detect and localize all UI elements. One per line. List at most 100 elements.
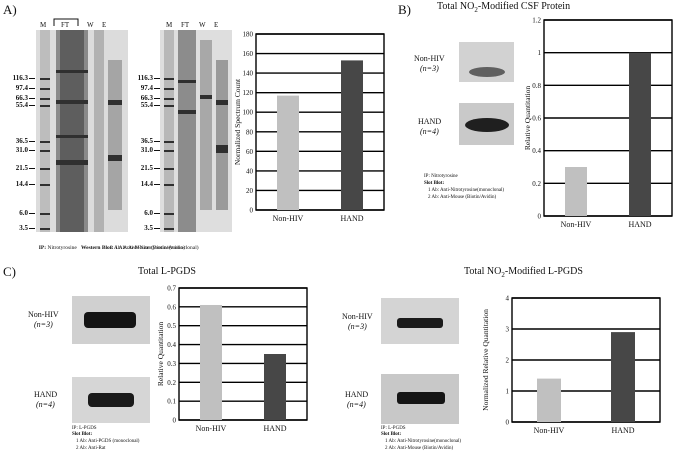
x-tick-label: HAND bbox=[628, 220, 651, 229]
panel-c-left-title: Total L-PGDS bbox=[138, 266, 196, 277]
blot-c-left-nonhiv-band bbox=[84, 312, 136, 328]
y-tick-label: 100 bbox=[243, 109, 254, 117]
c-right-label-hand: HAND bbox=[345, 390, 369, 399]
panel-c-right-title-sub: 2 bbox=[501, 271, 505, 279]
y-tick-label: 0.7 bbox=[167, 285, 176, 293]
gel2-marker-label: 97.4 bbox=[140, 84, 153, 92]
gel2-marker-tick bbox=[154, 105, 160, 106]
gel1-lane-ft: FT bbox=[61, 21, 70, 29]
gel1-marker-tick bbox=[29, 105, 35, 106]
bar-non-hiv bbox=[277, 95, 299, 210]
plot-frame bbox=[178, 287, 308, 421]
gel2-marker-tick bbox=[154, 184, 160, 185]
y-tick-label: 0.6 bbox=[167, 303, 176, 311]
gel1-marker-tick bbox=[29, 78, 35, 79]
gel2-marker-label: 31.0 bbox=[140, 146, 153, 154]
gel1-marker-label: 31.0 bbox=[15, 146, 28, 154]
bar-hand bbox=[629, 52, 651, 216]
c-left-ab1: 1 Ab: Anti-PGDS (monoclonal) bbox=[76, 439, 140, 444]
gel2-lane-w: W bbox=[199, 21, 206, 29]
panel-b-title-pre: Total NO bbox=[437, 1, 475, 12]
gel1-marker-tick bbox=[29, 88, 35, 89]
panel-b-letter: B) bbox=[398, 2, 411, 17]
gel2-marker-label: 36.5 bbox=[140, 137, 153, 145]
gel1-lane-e: E bbox=[102, 21, 107, 29]
x-tick-label: Non-HIV bbox=[561, 220, 592, 229]
c-left-label-nonhiv: Non-HIV bbox=[28, 310, 59, 319]
gel2-marker-label: 116.3 bbox=[137, 74, 153, 82]
gel1-marker-tick bbox=[29, 213, 35, 214]
panel-c-right-title-pre: Total NO bbox=[464, 266, 502, 277]
c-right-label-nonhiv: Non-HIV bbox=[342, 312, 373, 321]
y-tick-label: 0 bbox=[173, 417, 177, 425]
plot-frame bbox=[255, 33, 385, 211]
c-right-n-nonhiv: (n=3) bbox=[348, 322, 367, 331]
y-tick-label: 20 bbox=[246, 187, 254, 195]
gel2-marker-tick bbox=[154, 168, 160, 169]
blot-c-left-nonhiv bbox=[72, 296, 150, 344]
y-tick-label: 80 bbox=[246, 128, 254, 136]
y-axis-label: Relative Quantitation bbox=[156, 322, 165, 387]
ip-label: IP: bbox=[38, 245, 47, 251]
chart-spectrum-count: 0 20 40 60 80 100 120 140 160 180 Normalized Spect… bbox=[233, 31, 385, 223]
gel1-lane-m: M bbox=[40, 21, 47, 29]
gel2-marker-label: 3.5 bbox=[144, 224, 153, 232]
y-tick-label: 0.1 bbox=[167, 398, 176, 406]
gel2-marker-label: 6.0 bbox=[144, 209, 153, 217]
gel-2-bands bbox=[160, 30, 232, 232]
b-n-nonhiv: (n=3) bbox=[420, 64, 439, 73]
blot-b-nonhiv-band bbox=[469, 67, 505, 77]
gel1-marker-label: 66.3 bbox=[15, 94, 28, 102]
chart-no2-lpgds: 0 1 2 3 4 Normalized Relative Quantitation Non… bbox=[481, 295, 661, 435]
blot-b-hand bbox=[459, 103, 514, 145]
y-tick-label: 4 bbox=[506, 295, 510, 303]
x-tick-label: HAND bbox=[340, 214, 363, 223]
plot-frame bbox=[543, 19, 673, 217]
y-tick-label: 0.5 bbox=[167, 322, 176, 330]
c-right-ab1: 1 Ab: Anti-Nitrotyrosine(monoclonal) bbox=[385, 439, 462, 444]
c-left-ab2: 2 Ab: Anti-Rat bbox=[76, 446, 106, 451]
b-label-nonhiv: Non-HIV bbox=[414, 54, 445, 63]
gel1-marker-label: 36.5 bbox=[15, 137, 28, 145]
y-tick-label: 1 bbox=[538, 49, 542, 57]
y-tick-label: 120 bbox=[243, 89, 254, 97]
c-right-ab2: 2 Ab: Anti-Mouse (Biotin/Avidin) bbox=[385, 446, 454, 451]
blot-b-hand-band bbox=[465, 118, 509, 132]
y-tick-label: 180 bbox=[243, 31, 254, 39]
gel1-marker-tick bbox=[29, 228, 35, 229]
gel2-marker-label: 55.4 bbox=[140, 101, 153, 109]
wb-label: Western Blot: bbox=[80, 245, 114, 251]
y-tick-label: 0 bbox=[250, 207, 254, 215]
panel-a-caption-line2: 2 Ab: Anti-Mouse (Biotin/Avidin) bbox=[110, 245, 185, 251]
blot-c-right-nonhiv-band bbox=[397, 318, 443, 328]
gel2-marker-tick bbox=[154, 213, 160, 214]
c-left-n-hand: (n=4) bbox=[36, 400, 55, 409]
x-tick-label: Non-HIV bbox=[273, 214, 304, 223]
y-axis-label: Normalized Spectrum Count bbox=[233, 78, 242, 165]
y-tick-label: 60 bbox=[246, 148, 254, 156]
gel2-lane-ft: FT bbox=[181, 21, 190, 29]
y-tick-label: 0.3 bbox=[167, 360, 176, 368]
gel2-marker-label: 14.4 bbox=[140, 180, 153, 188]
b-label-hand: HAND bbox=[418, 117, 442, 126]
y-tick-label: 0.4 bbox=[167, 341, 176, 349]
gel1-marker-tick bbox=[29, 98, 35, 99]
y-axis-label: Relative Quantitation bbox=[523, 86, 532, 151]
y-tick-label: 0 bbox=[538, 213, 542, 221]
y-tick-label: 3 bbox=[506, 326, 510, 334]
y-axis-label: Normalized Relative Quantitation bbox=[481, 309, 490, 411]
gel1-marker-label: 14.4 bbox=[15, 180, 28, 188]
blot-c-left-hand bbox=[72, 377, 150, 423]
c-right-n-hand: (n=4) bbox=[347, 400, 366, 409]
gel2-marker-tick bbox=[154, 98, 160, 99]
ip-value: Nitrotyrosine bbox=[47, 245, 77, 251]
blot-b-nonhiv bbox=[459, 42, 514, 82]
gel-image-2 bbox=[160, 30, 232, 232]
gel2-marker-label: 21.5 bbox=[140, 164, 153, 172]
chart-total-lpgds: 0 0.1 0.2 0.3 0.4 0.5 0.6 0.7 Relative Quantitat… bbox=[156, 285, 308, 433]
panel-a-caption-line1: IP: Nitrotyrosine Western Blot: 1 Ab: An… bbox=[36, 238, 199, 252]
x-tick-label: HAND bbox=[611, 426, 634, 435]
panel-a-letter: A) bbox=[3, 2, 17, 17]
c-left-ip: IP: L-PGDS bbox=[72, 426, 97, 431]
y-tick-label: 0.6 bbox=[532, 115, 541, 123]
